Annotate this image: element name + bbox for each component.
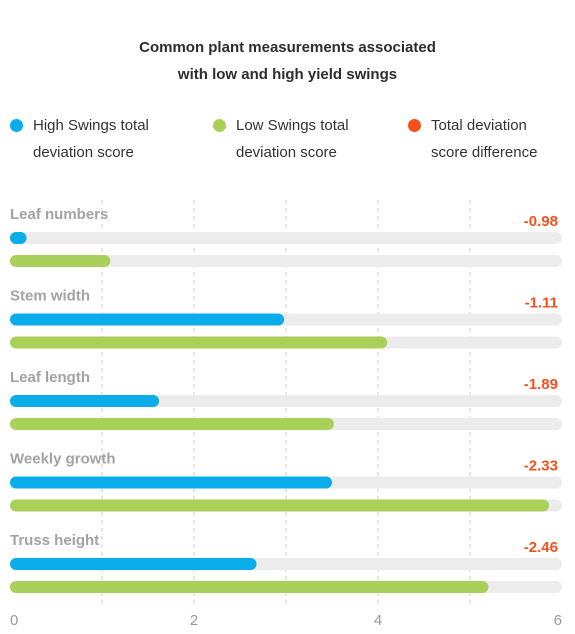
chart-rows: Leaf numbers -0.98 Stem width -1.11 Leaf len… (10, 206, 562, 593)
category-label: Leaf length (10, 369, 90, 386)
legend-label-high-swings-line-1: High Swings total (33, 117, 149, 134)
bar-high-swings (10, 313, 285, 326)
bar-high-swings (10, 476, 332, 489)
difference-label: -0.98 (524, 213, 558, 230)
category-label: Leaf numbers (10, 206, 108, 223)
chart-title-line-1: Common plant measurements associated (139, 39, 436, 56)
bar-track (10, 255, 562, 267)
chart-row: Weekly growth -2.33 (10, 451, 562, 512)
legend-label-difference: Total deviation score difference (431, 112, 537, 166)
difference-label: -1.89 (524, 376, 558, 393)
x-tick-label: 2 (190, 612, 198, 629)
bar-high-swings (10, 395, 160, 407)
legend-label-difference-line-2: score difference (431, 144, 538, 161)
x-tick-label: 0 (10, 612, 18, 629)
legend-label-low-swings-line-2: deviation score (236, 144, 337, 161)
legend-label-low-swings-line-1: Low Swings total (236, 117, 349, 134)
bar-low-swings (10, 581, 489, 593)
legend-label-high-swings: High Swings total deviation score (33, 112, 149, 166)
chart-row: Leaf length -1.89 (10, 369, 562, 430)
bar-low-swings (10, 336, 388, 349)
bar-high-swings (10, 558, 257, 570)
chart-title-line-2: with low and high yield swings (177, 66, 398, 83)
legend-label-high-swings-line-2: deviation score (33, 144, 134, 161)
bar-low-swings (10, 255, 111, 267)
bar-low-swings (10, 499, 550, 512)
chart-row: Leaf numbers -0.98 (10, 206, 562, 267)
difference-label: -2.46 (524, 539, 558, 556)
bar-low-swings (10, 418, 334, 430)
category-label: Weekly growth (10, 451, 116, 468)
difference-label: -2.33 (524, 458, 558, 475)
legend-swatch-high-swings (10, 119, 23, 132)
chart-row: Truss height -2.46 (10, 532, 562, 593)
x-tick-label: 4 (374, 612, 382, 629)
x-axis-ticks: 0 2 4 6 (10, 612, 562, 629)
category-label: Stem width (10, 288, 90, 305)
chart-title: Common plant measurements associated wit… (0, 34, 575, 88)
difference-label: -1.11 (525, 295, 558, 312)
legend-label-low-swings: Low Swings total deviation score (236, 112, 349, 166)
chart-row: Stem width -1.11 (10, 288, 562, 349)
legend-swatch-difference (408, 119, 421, 132)
legend-swatch-low-swings (213, 119, 226, 132)
x-tick-label: 6 (554, 612, 562, 629)
category-label: Truss height (10, 532, 99, 549)
bar-track (10, 232, 562, 244)
bar-high-swings (10, 232, 27, 244)
legend-label-difference-line-1: Total deviation (431, 117, 527, 134)
